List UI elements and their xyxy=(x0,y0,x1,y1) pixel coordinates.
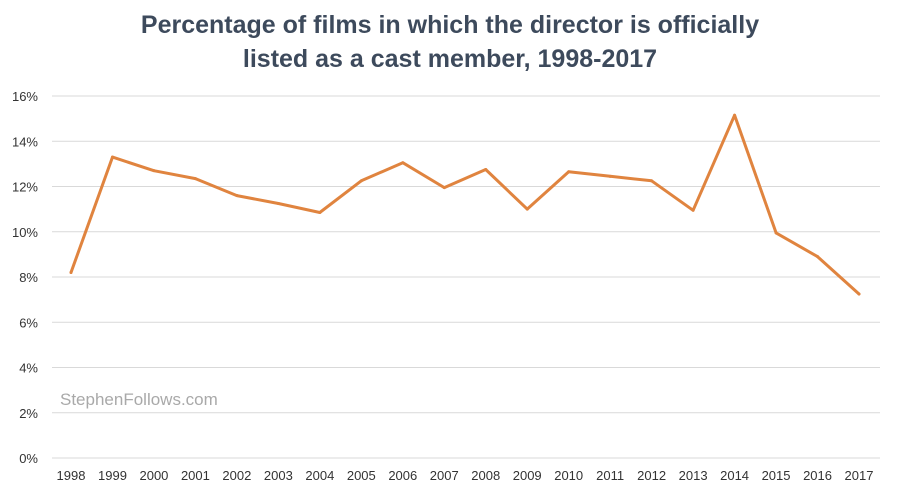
x-tick-label: 2014 xyxy=(720,468,749,483)
data-point xyxy=(318,211,322,215)
data-point xyxy=(816,255,820,259)
y-tick-label: 16% xyxy=(12,89,38,104)
y-axis-ticks: 0% 2% 4% 6% 8% 10% 12% 14% 16% xyxy=(12,89,38,466)
x-tick-label: 2013 xyxy=(679,468,708,483)
data-point xyxy=(235,194,239,198)
watermark: StephenFollows.com xyxy=(60,390,218,409)
data-point xyxy=(857,292,861,296)
x-tick-label: 2006 xyxy=(388,468,417,483)
x-tick-label: 2015 xyxy=(762,468,791,483)
data-point xyxy=(401,161,405,165)
data-point xyxy=(567,170,571,174)
data-point xyxy=(276,201,280,205)
x-tick-label: 2011 xyxy=(596,468,624,483)
y-tick-label: 6% xyxy=(19,315,38,330)
x-tick-label: 2012 xyxy=(637,468,666,483)
data-point xyxy=(442,186,446,190)
data-point xyxy=(691,208,695,212)
y-tick-label: 10% xyxy=(12,225,38,240)
data-point xyxy=(608,174,612,178)
data-point xyxy=(774,231,778,235)
y-tick-label: 2% xyxy=(19,406,38,421)
data-point xyxy=(733,113,737,117)
y-tick-label: 0% xyxy=(19,451,38,466)
series-line xyxy=(69,113,861,296)
y-tick-label: 8% xyxy=(19,270,38,285)
y-tick-label: 12% xyxy=(12,180,38,195)
series-group xyxy=(69,113,861,296)
x-tick-label: 1999 xyxy=(98,468,127,483)
x-tick-label: 1998 xyxy=(57,468,86,483)
x-tick-label: 2010 xyxy=(554,468,583,483)
x-tick-label: 2000 xyxy=(139,468,168,483)
data-point xyxy=(110,155,114,159)
chart-title-line-1: Percentage of films in which the directo… xyxy=(140,11,760,39)
data-point xyxy=(484,168,488,172)
x-tick-label: 2005 xyxy=(347,468,376,483)
x-axis-ticks: 1998 1999 2000 2001 2002 2003 2004 2005 2006 2007… xyxy=(57,468,874,483)
x-tick-label: 2008 xyxy=(471,468,500,483)
x-tick-label: 2001 xyxy=(181,468,210,483)
data-point xyxy=(650,179,654,183)
x-tick-label: 2004 xyxy=(305,468,334,483)
chart-title-line-2: listed as a cast member, 1998-2017 xyxy=(242,45,658,73)
data-point xyxy=(69,270,73,274)
x-tick-label: 2007 xyxy=(430,468,459,483)
y-tick-label: 4% xyxy=(19,361,38,376)
gridlines xyxy=(52,95,880,459)
y-tick-label: 14% xyxy=(12,134,38,149)
x-tick-label: 2009 xyxy=(513,468,542,483)
x-tick-label: 2017 xyxy=(845,468,874,483)
x-tick-label: 2003 xyxy=(264,468,293,483)
data-point xyxy=(525,207,529,211)
x-tick-label: 2002 xyxy=(222,468,251,483)
chart-title: Percentage of films in which the directo… xyxy=(0,8,900,76)
x-tick-label: 2016 xyxy=(803,468,832,483)
data-point xyxy=(359,179,363,183)
data-point xyxy=(193,177,197,181)
data-point xyxy=(152,169,156,173)
